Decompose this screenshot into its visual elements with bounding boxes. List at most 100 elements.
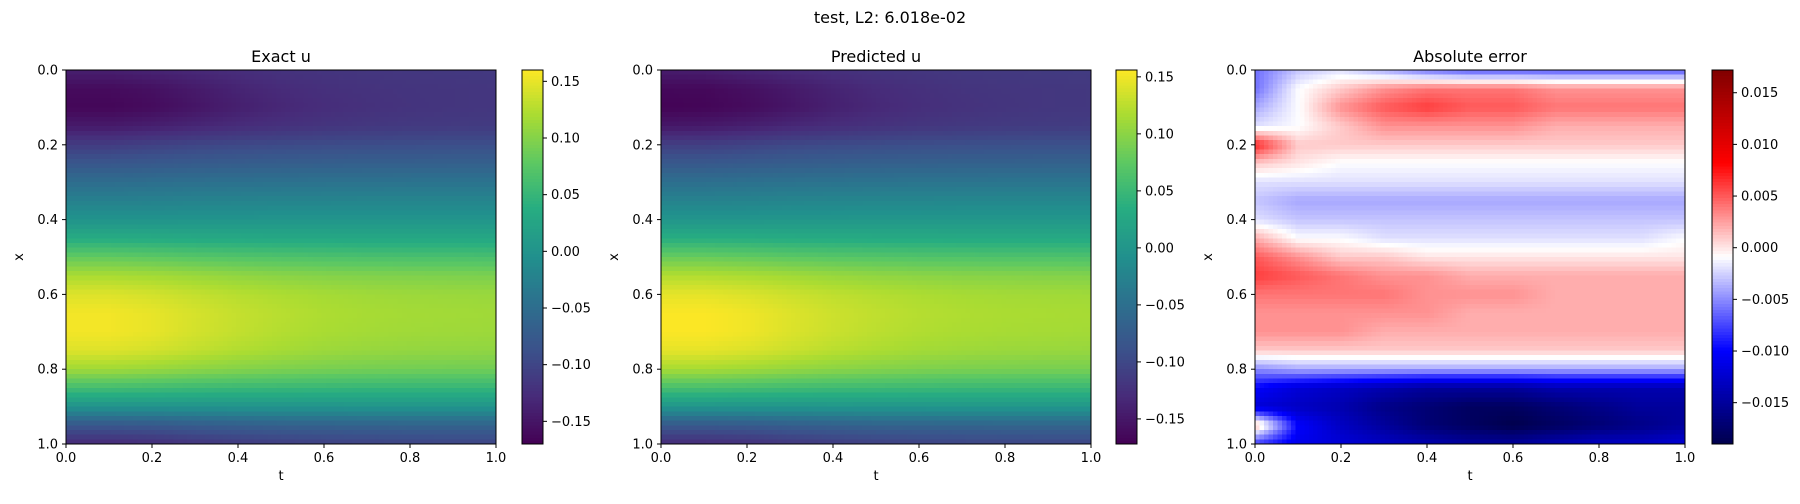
heatmap-cell xyxy=(182,112,188,118)
heatmap-cell xyxy=(119,182,125,188)
heatmap-cell xyxy=(106,149,112,155)
heatmap-cell xyxy=(142,196,148,202)
heatmap-cell xyxy=(119,177,125,183)
heatmap-cell xyxy=(227,299,233,305)
heatmap-cell xyxy=(379,252,385,258)
heatmap-cell xyxy=(281,177,287,183)
heatmap-cell xyxy=(191,224,197,230)
heatmap-cell xyxy=(74,186,81,193)
heatmap-cell xyxy=(281,303,287,310)
heatmap-cell xyxy=(182,154,188,160)
heatmap-cell xyxy=(151,121,157,127)
heatmap-cell xyxy=(281,242,287,249)
heatmap-cell xyxy=(281,172,287,179)
heatmap-cell xyxy=(258,177,264,183)
heatmap-cell xyxy=(245,200,251,207)
heatmap-cell xyxy=(276,238,282,244)
heatmap-cell xyxy=(446,135,452,141)
heatmap-cell xyxy=(146,285,152,291)
heatmap-cell xyxy=(289,182,296,188)
heatmap-cell xyxy=(294,168,300,174)
heatmap-cell xyxy=(339,88,345,94)
heatmap-cell xyxy=(115,219,121,225)
heatmap-cell xyxy=(285,191,291,197)
heatmap-cell xyxy=(303,126,309,132)
heatmap-cell xyxy=(119,172,125,179)
heatmap-cell xyxy=(473,186,479,193)
heatmap-cell xyxy=(191,238,197,244)
heatmap-cell xyxy=(101,112,107,118)
heatmap-cell xyxy=(115,205,121,211)
heatmap-cell xyxy=(151,74,157,80)
heatmap-cell xyxy=(209,299,215,305)
heatmap-cell xyxy=(294,275,300,281)
heatmap-cell xyxy=(437,88,443,94)
heatmap-cell xyxy=(124,242,130,249)
heatmap-cell xyxy=(312,112,318,118)
heatmap-cell xyxy=(92,271,98,277)
heatmap-cell xyxy=(209,219,215,225)
heatmap-cell xyxy=(92,224,98,230)
heatmap-cell xyxy=(316,252,322,258)
heatmap-cell xyxy=(200,191,206,197)
heatmap-cell xyxy=(406,154,412,160)
heatmap-cell xyxy=(151,182,157,188)
heatmap-cell xyxy=(195,102,201,108)
heatmap-cell xyxy=(428,200,434,207)
heatmap-cell xyxy=(401,102,408,108)
heatmap-cell xyxy=(330,257,336,263)
heatmap-cell xyxy=(392,102,399,108)
heatmap-cell xyxy=(70,289,76,295)
heatmap-cell xyxy=(410,112,416,118)
heatmap-cell xyxy=(307,154,313,160)
heatmap-cell xyxy=(388,88,394,94)
heatmap-cell xyxy=(151,126,157,132)
heatmap-cell xyxy=(482,191,488,197)
heatmap-cell xyxy=(142,144,148,151)
heatmap-cell xyxy=(142,308,148,314)
heatmap-cell xyxy=(124,261,130,267)
heatmap-cell xyxy=(446,266,452,272)
heatmap-cell xyxy=(366,303,372,310)
heatmap-cell xyxy=(384,112,390,118)
heatmap-cell xyxy=(424,191,430,197)
heatmap-cell xyxy=(460,163,466,169)
heatmap-cell xyxy=(97,266,103,272)
heatmap-cell xyxy=(92,79,98,85)
heatmap-cell xyxy=(464,191,470,197)
heatmap-cell xyxy=(321,266,327,272)
heatmap-cell xyxy=(204,224,210,230)
heatmap-cell xyxy=(370,214,376,221)
heatmap-cell xyxy=(204,261,210,267)
heatmap-cell xyxy=(195,154,201,160)
heatmap-cell xyxy=(101,294,107,300)
heatmap-cell xyxy=(231,70,237,76)
heatmap-cell xyxy=(446,168,452,174)
heatmap-cell xyxy=(375,247,381,253)
heatmap-cell xyxy=(397,102,403,108)
heatmap-cell xyxy=(473,102,479,108)
heatmap-cell xyxy=(222,158,228,165)
heatmap-cell xyxy=(204,205,210,211)
heatmap-cell xyxy=(424,182,430,188)
heatmap-cell xyxy=(177,112,184,118)
heatmap-cell xyxy=(375,182,381,188)
heatmap-cell xyxy=(442,182,448,188)
heatmap-cell xyxy=(303,79,309,85)
heatmap-cell xyxy=(478,228,484,235)
heatmap-cell xyxy=(133,247,139,253)
heatmap-cell xyxy=(406,303,412,310)
heatmap-cell xyxy=(325,280,331,286)
heatmap-cell xyxy=(209,126,215,132)
heatmap-cell xyxy=(79,299,85,305)
heatmap-cell xyxy=(370,98,376,104)
heatmap-cell xyxy=(195,121,201,127)
heatmap-cell xyxy=(415,196,421,202)
heatmap-cell xyxy=(330,303,336,310)
heatmap-cell xyxy=(222,196,228,202)
heatmap-cell xyxy=(321,93,327,99)
heatmap-cell xyxy=(227,228,233,235)
heatmap-cell xyxy=(401,140,408,146)
heatmap-cell xyxy=(428,280,434,286)
heatmap-cell xyxy=(151,266,157,272)
